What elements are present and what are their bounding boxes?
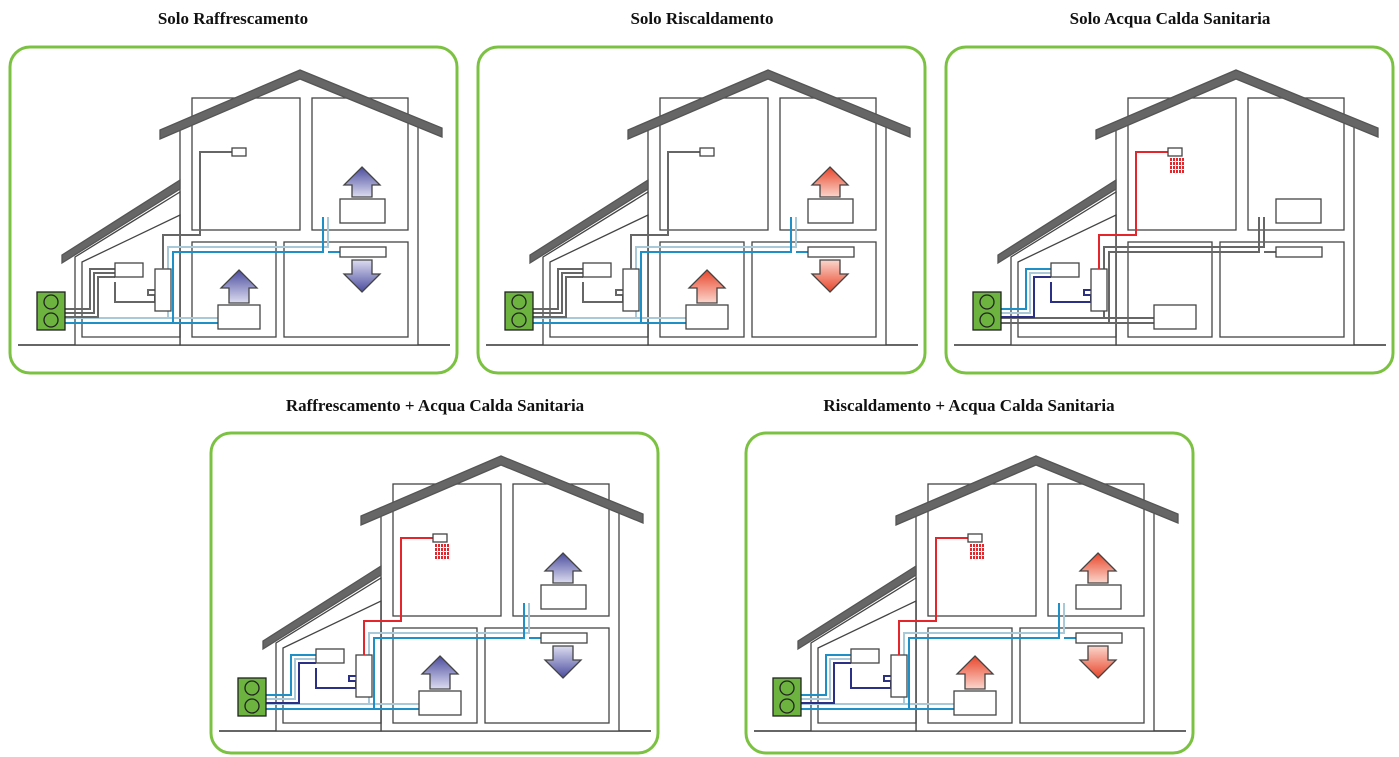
split-unit xyxy=(340,247,386,257)
hydro-unit xyxy=(1051,263,1079,277)
house xyxy=(486,70,918,345)
outdoor-unit xyxy=(505,292,533,330)
panel-title: Solo Raffrescamento xyxy=(158,9,308,28)
fan-coil xyxy=(1276,199,1321,223)
house xyxy=(18,70,450,345)
split-unit xyxy=(1276,247,1322,257)
dhw-tank xyxy=(1091,269,1107,311)
radiator xyxy=(1154,305,1196,329)
split-unit xyxy=(541,633,587,643)
outdoor-unit xyxy=(773,678,801,716)
radiator xyxy=(419,691,461,715)
hydro-unit xyxy=(583,263,611,277)
house xyxy=(954,70,1386,345)
outdoor-unit xyxy=(238,678,266,716)
shower-head xyxy=(700,148,714,156)
panel-title: Solo Acqua Calda Sanitaria xyxy=(1070,9,1271,28)
dhw-tank xyxy=(356,655,372,697)
panel-title: Solo Riscaldamento xyxy=(630,9,773,28)
dhw-tank xyxy=(623,269,639,311)
panel-title: Raffrescamento + Acqua Calda Sanitaria xyxy=(286,396,585,415)
split-unit xyxy=(1076,633,1122,643)
shower-head xyxy=(232,148,246,156)
shower-head xyxy=(1168,148,1182,156)
fan-coil xyxy=(541,585,586,609)
shower-head xyxy=(968,534,982,542)
fan-coil xyxy=(1076,585,1121,609)
panel-title: Riscaldamento + Acqua Calda Sanitaria xyxy=(823,396,1115,415)
split-unit xyxy=(808,247,854,257)
hydro-unit xyxy=(851,649,879,663)
hydro-unit xyxy=(316,649,344,663)
radiator xyxy=(686,305,728,329)
radiator xyxy=(218,305,260,329)
fan-coil xyxy=(808,199,853,223)
outdoor-unit xyxy=(973,292,1001,330)
diagram: Solo Raffrescamento Solo Riscaldamento S… xyxy=(0,0,1399,757)
house xyxy=(219,456,651,731)
fan-coil xyxy=(340,199,385,223)
radiator xyxy=(954,691,996,715)
dhw-tank xyxy=(891,655,907,697)
shower-head xyxy=(433,534,447,542)
hydro-unit xyxy=(115,263,143,277)
house xyxy=(754,456,1186,731)
outdoor-unit xyxy=(37,292,65,330)
dhw-tank xyxy=(155,269,171,311)
